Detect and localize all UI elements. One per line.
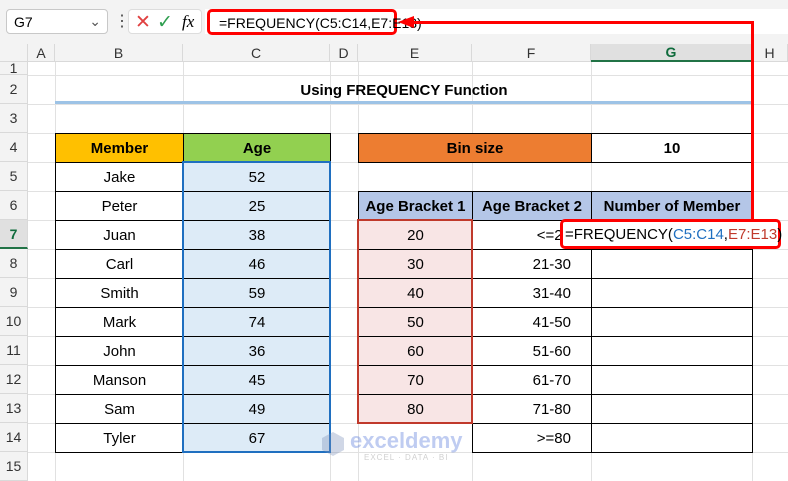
column-header-E[interactable]: E [358, 44, 472, 62]
bracket2-cell[interactable]: 21-30 [472, 249, 592, 279]
watermark-tagline: EXCEL · DATA · BI [364, 453, 449, 462]
row-header-5[interactable]: 5 [0, 162, 28, 191]
column-header-C[interactable]: C [183, 44, 330, 62]
column-header-H[interactable]: H [752, 44, 788, 62]
fx-icon[interactable]: fx [182, 12, 195, 31]
row-header-11[interactable]: 11 [0, 336, 28, 365]
member-cell[interactable]: Manson [55, 365, 184, 395]
member-cell[interactable]: Smith [55, 278, 184, 308]
formula-part: , [723, 226, 728, 243]
check-icon[interactable]: ✓ [157, 12, 173, 33]
column-header-G[interactable]: G [591, 44, 752, 62]
column-header-F[interactable]: F [472, 44, 591, 62]
member-cell[interactable]: Mark [55, 307, 184, 337]
column-header-D[interactable]: D [330, 44, 358, 62]
number-of-member-cell[interactable] [591, 423, 753, 453]
number-of-member-cell[interactable] [591, 365, 753, 395]
member-cell[interactable]: John [55, 336, 184, 366]
age-cell[interactable]: 25 [183, 191, 331, 221]
cross-icon[interactable]: ✕ [135, 12, 151, 33]
column-header-A[interactable]: A [28, 44, 55, 62]
annotation-arrow-line [412, 21, 754, 24]
row-header-14[interactable]: 14 [0, 423, 28, 452]
freq-header[interactable]: Age Bracket 1 [358, 191, 473, 221]
select-all-corner[interactable] [0, 44, 28, 62]
member-cell[interactable]: Carl [55, 249, 184, 279]
watermark-brand: exceldemy [350, 428, 463, 453]
bracket2-cell[interactable]: >=80 [472, 423, 592, 453]
row-header-9[interactable]: 9 [0, 278, 28, 307]
member-cell[interactable]: Peter [55, 191, 184, 221]
row-header-4[interactable]: 4 [0, 133, 28, 162]
number-of-member-cell[interactable] [591, 394, 753, 424]
number-of-member-cell[interactable] [591, 249, 753, 279]
bracket2-cell[interactable]: 31-40 [472, 278, 592, 308]
row-header-12[interactable]: 12 [0, 365, 28, 394]
number-of-member-cell[interactable] [591, 278, 753, 308]
member-cell[interactable]: Tyler [55, 423, 184, 453]
age-cell[interactable]: 45 [183, 365, 331, 395]
row-header-3[interactable]: 3 [0, 104, 28, 133]
formula-buttons: ✕ ✓ fx [128, 9, 202, 34]
formula-part: =FREQUENCY( [565, 226, 673, 243]
formula-part: E7:E13 [727, 226, 778, 243]
member-cell[interactable]: Jake [55, 162, 184, 192]
row-header-7[interactable]: 7 [0, 220, 28, 249]
bracket2-cell[interactable]: 61-70 [472, 365, 592, 395]
bracket1-cell[interactable]: 50 [358, 307, 473, 337]
bracket2-cell[interactable]: 51-60 [472, 336, 592, 366]
row-header-1[interactable]: 1 [0, 60, 28, 76]
bracket1-cell[interactable]: 30 [358, 249, 473, 279]
bracket2-cell[interactable]: 41-50 [472, 307, 592, 337]
title-underline [55, 101, 752, 104]
more-options-icon[interactable]: ⋮ [114, 13, 130, 30]
row-header-15[interactable]: 15 [0, 452, 28, 481]
bin-size-label[interactable]: Bin size [358, 133, 592, 163]
formula-edit-cell[interactable]: =FREQUENCY(C5:C14,E7:E13) [560, 219, 783, 249]
formula-input[interactable]: =FREQUENCY(C5:C14,E7:E13) [207, 9, 422, 35]
bin-size-value[interactable]: 10 [591, 133, 753, 163]
bracket-range-selection [357, 219, 473, 424]
formula-part: C5:C14 [672, 226, 724, 243]
sheet-title[interactable]: Using FREQUENCY Function [300, 81, 508, 99]
age-header[interactable]: Age [183, 133, 331, 163]
bracket1-cell[interactable]: 40 [358, 278, 473, 308]
chevron-down-icon[interactable]: ⌄ [89, 13, 101, 29]
member-cell[interactable]: Sam [55, 394, 184, 424]
row-header-13[interactable]: 13 [0, 394, 28, 423]
freq-header[interactable]: Age Bracket 2 [472, 191, 592, 221]
annotation-arrow-head [398, 16, 414, 28]
member-cell[interactable]: Juan [55, 220, 184, 250]
exceldemy-logo-icon [322, 432, 344, 456]
row-header-2[interactable]: 2 [0, 75, 28, 104]
name-box[interactable]: G7 ⌄ [6, 9, 108, 34]
age-range-selection [182, 161, 331, 453]
formula-part: ) [777, 226, 783, 243]
number-of-member-cell[interactable] [591, 307, 753, 337]
annotation-vertical-line [751, 21, 754, 221]
column-header-B[interactable]: B [55, 44, 183, 62]
watermark: exceldemy EXCEL · DATA · BI [322, 428, 463, 462]
row-header-10[interactable]: 10 [0, 307, 28, 336]
bracket1-cell[interactable]: 80 [358, 394, 473, 424]
formula-text: =FREQUENCY(C5:C14,E7:E13) [219, 15, 422, 31]
freq-header[interactable]: Number of Member [591, 191, 753, 221]
row-header-8[interactable]: 8 [0, 249, 28, 278]
member-header[interactable]: Member [55, 133, 184, 163]
bracket1-cell[interactable]: 60 [358, 336, 473, 366]
row-header-6[interactable]: 6 [0, 191, 28, 220]
number-of-member-cell[interactable] [591, 336, 753, 366]
bracket2-cell[interactable]: 71-80 [472, 394, 592, 424]
age-cell[interactable]: 38 [183, 220, 331, 250]
name-box-value: G7 [14, 14, 33, 30]
